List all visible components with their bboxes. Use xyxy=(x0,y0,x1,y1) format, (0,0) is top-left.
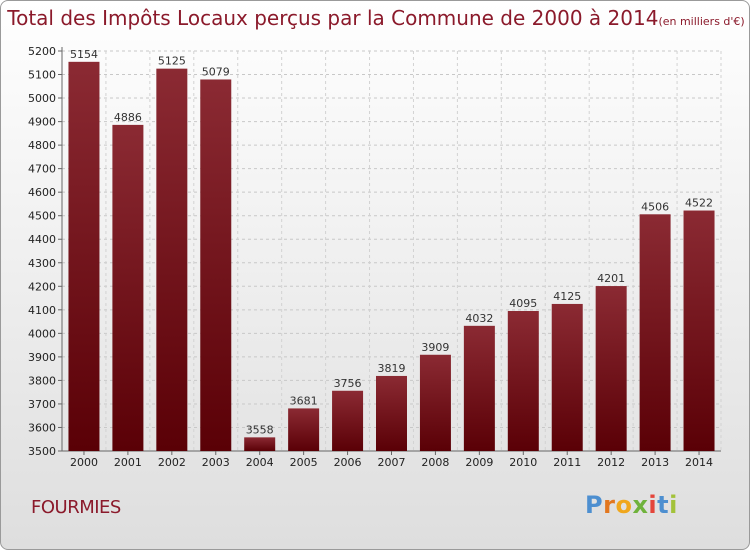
value-label: 3756 xyxy=(334,377,362,390)
y-tick-label: 4100 xyxy=(28,304,56,317)
value-label: 3909 xyxy=(421,341,449,354)
y-tick-label: 3700 xyxy=(28,398,56,411)
x-tick-label: 2007 xyxy=(378,456,406,469)
value-label: 3819 xyxy=(378,362,406,375)
value-label: 4095 xyxy=(509,297,537,310)
y-tick-label: 4300 xyxy=(28,257,56,270)
x-tick-label: 2014 xyxy=(685,456,713,469)
x-tick-label: 2013 xyxy=(641,456,669,469)
y-tick-label: 3800 xyxy=(28,374,56,387)
value-label: 4201 xyxy=(597,272,625,285)
y-tick-label: 4400 xyxy=(28,233,56,246)
bar-2013[interactable] xyxy=(639,214,671,451)
y-tick-label: 5200 xyxy=(28,45,56,58)
y-tick-label: 3500 xyxy=(28,445,56,458)
bar-2010[interactable] xyxy=(507,311,539,451)
logo-letter: P xyxy=(585,491,604,519)
bar-2014[interactable] xyxy=(683,210,715,451)
bar-2004[interactable] xyxy=(244,437,276,451)
x-tick-label: 2005 xyxy=(290,456,318,469)
commune-name: FOURMIES xyxy=(31,497,121,518)
proxiti-logo[interactable]: Proxiti xyxy=(585,491,678,519)
bar-2007[interactable] xyxy=(376,375,407,451)
bar-2006[interactable] xyxy=(332,390,364,451)
value-label: 3558 xyxy=(246,423,274,436)
logo-letter: i xyxy=(648,491,658,519)
y-tick-label: 4700 xyxy=(28,163,56,176)
bar-2005[interactable] xyxy=(288,408,320,451)
x-tick-label: 2009 xyxy=(465,456,493,469)
logo-letter: o xyxy=(615,491,633,519)
bar-2000[interactable] xyxy=(68,61,100,452)
value-label: 4886 xyxy=(114,111,142,124)
y-tick-label: 4800 xyxy=(28,139,56,152)
bar-2003[interactable] xyxy=(200,79,232,452)
x-tick-label: 2011 xyxy=(553,456,581,469)
y-tick-label: 4900 xyxy=(28,116,56,129)
chart-title-text: Total des Impôts Locaux perçus par la Co… xyxy=(7,6,659,30)
value-label: 4125 xyxy=(553,290,581,303)
logo-letter: i xyxy=(669,491,678,519)
y-tick-label: 3600 xyxy=(28,421,56,434)
y-tick-label: 4000 xyxy=(28,327,56,340)
value-label: 5079 xyxy=(202,65,230,78)
value-label: 4522 xyxy=(685,197,713,210)
chart-title-unit: (en milliers d'€) xyxy=(658,15,745,28)
y-tick-label: 5000 xyxy=(28,92,56,105)
x-tick-label: 2008 xyxy=(421,456,449,469)
y-tick-label: 4500 xyxy=(28,210,56,223)
logo-letter: r xyxy=(603,491,616,519)
y-tick-label: 3900 xyxy=(28,351,56,364)
x-tick-label: 2001 xyxy=(114,456,142,469)
y-tick-label: 5100 xyxy=(28,69,56,82)
bar-2001[interactable] xyxy=(112,124,144,451)
value-label: 5125 xyxy=(158,55,186,68)
value-label: 4506 xyxy=(641,200,669,213)
x-tick-label: 2006 xyxy=(334,456,362,469)
x-tick-label: 2002 xyxy=(158,456,186,469)
chart-title: Total des Impôts Locaux perçus par la Co… xyxy=(1,6,749,30)
value-label: 5154 xyxy=(70,48,98,61)
bar-2008[interactable] xyxy=(419,354,451,451)
y-tick-label: 4600 xyxy=(28,186,56,199)
y-tick-label: 4200 xyxy=(28,280,56,293)
logo-letter: t xyxy=(657,491,670,519)
x-tick-label: 2004 xyxy=(246,456,274,469)
bar-2002[interactable] xyxy=(156,68,188,451)
bar-2011[interactable] xyxy=(551,303,583,451)
value-label: 4032 xyxy=(465,312,493,325)
bar-2012[interactable] xyxy=(595,286,627,451)
value-label: 3681 xyxy=(290,394,318,407)
x-tick-label: 2010 xyxy=(509,456,537,469)
bar-2009[interactable] xyxy=(463,325,495,451)
logo-letter: x xyxy=(632,491,649,519)
x-tick-label: 2012 xyxy=(597,456,625,469)
x-tick-label: 2000 xyxy=(70,456,98,469)
x-tick-label: 2003 xyxy=(202,456,230,469)
